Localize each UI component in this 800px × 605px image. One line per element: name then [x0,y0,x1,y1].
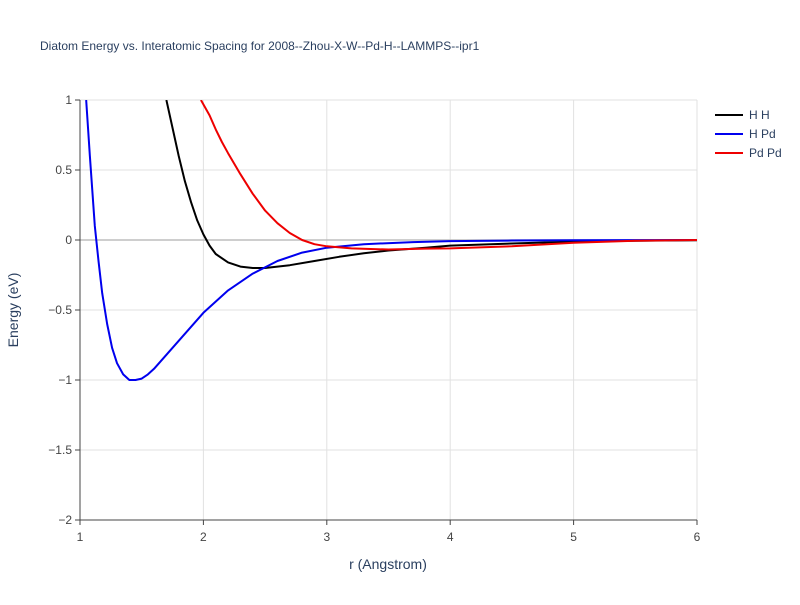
legend-item[interactable]: H Pd [715,127,776,141]
x-tick-label: 5 [570,530,577,544]
x-tick-label: 2 [200,530,207,544]
x-tick-label: 1 [77,530,84,544]
y-tick-label: −0.5 [48,303,72,317]
y-tick-label: 0 [65,233,72,247]
x-axis-label: r (Angstrom) [349,556,427,572]
y-tick-label: −1 [58,373,72,387]
x-tick-label: 6 [694,530,701,544]
series-line-pd-pd [200,100,697,251]
y-tick-label: 1 [65,93,72,107]
legend-item[interactable]: Pd Pd [715,146,782,160]
legend-label: H Pd [749,127,776,141]
legend[interactable]: H H H Pd Pd Pd [715,108,782,160]
x-tick-label: 3 [323,530,330,544]
y-tick-label: −1.5 [48,443,72,457]
y-tick-label: −2 [58,513,72,527]
chart-title: Diatom Energy vs. Interatomic Spacing fo… [40,39,480,53]
y-tick-label: 0.5 [55,163,72,177]
series-line-h-pd [85,100,697,381]
legend-label: Pd Pd [749,146,782,160]
series-line-h-h [165,100,697,269]
x-tick-label: 4 [447,530,454,544]
plot-area [85,100,697,381]
y-axis-label: Energy (eV) [5,273,21,348]
legend-label: H H [749,108,770,122]
legend-item[interactable]: H H [715,108,770,122]
axis-layer: 1 2 3 4 5 6 1 0.5 0 −0.5 −1 −1.5 −2 [48,93,700,544]
